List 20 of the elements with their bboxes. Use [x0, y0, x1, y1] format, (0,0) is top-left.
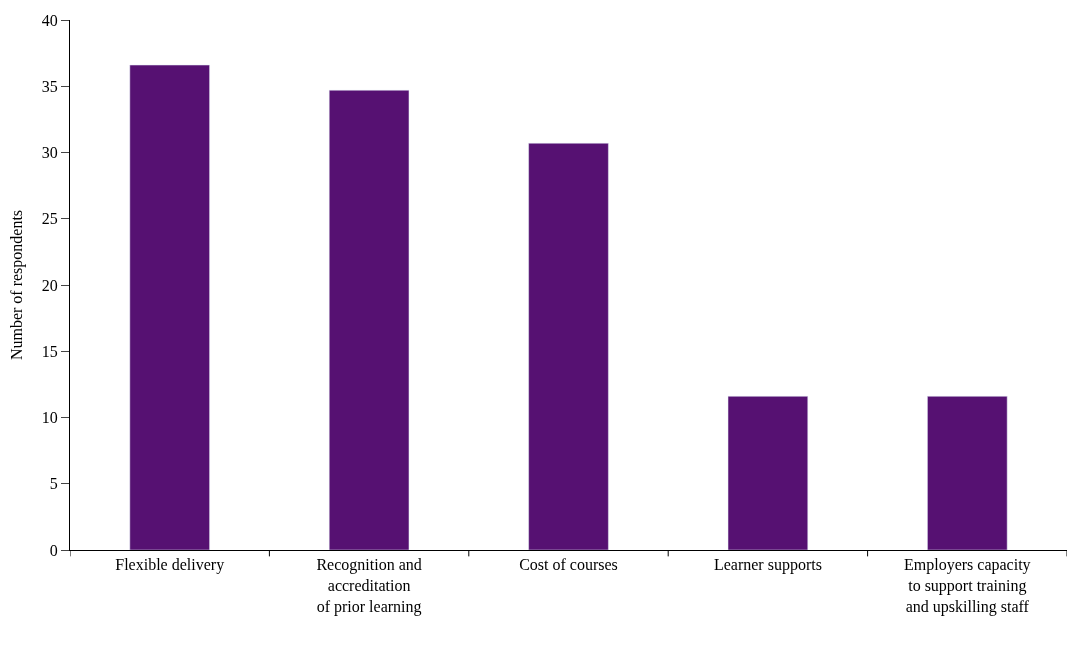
y-tick-label: 15	[41, 342, 58, 360]
y-tick-label: 10	[41, 409, 58, 427]
y-tick-label: 20	[41, 276, 58, 294]
x-tick-label: Learner supports	[713, 556, 822, 575]
x-tick-label: Cost of courses	[519, 556, 618, 574]
x-tick-label: Employers capacity to support training and upskilling staff	[903, 556, 1031, 616]
bar	[927, 396, 1008, 550]
y-tick-label: 5	[49, 475, 58, 493]
bar	[528, 142, 609, 550]
y-axis-title: Number of respondents	[7, 209, 26, 361]
y-tick-label: 0	[49, 541, 58, 559]
x-tick-label: Recognition and accreditation of prior learning	[316, 556, 422, 616]
y-tick-label: 25	[41, 210, 58, 228]
bar	[727, 396, 809, 550]
y-tick-label: 35	[41, 77, 58, 95]
x-tick-label: Flexible delivery	[115, 556, 225, 575]
bar	[129, 64, 210, 550]
bar	[328, 89, 410, 550]
y-tick-label: 40	[41, 11, 58, 29]
y-tick-label: 30	[41, 144, 58, 162]
